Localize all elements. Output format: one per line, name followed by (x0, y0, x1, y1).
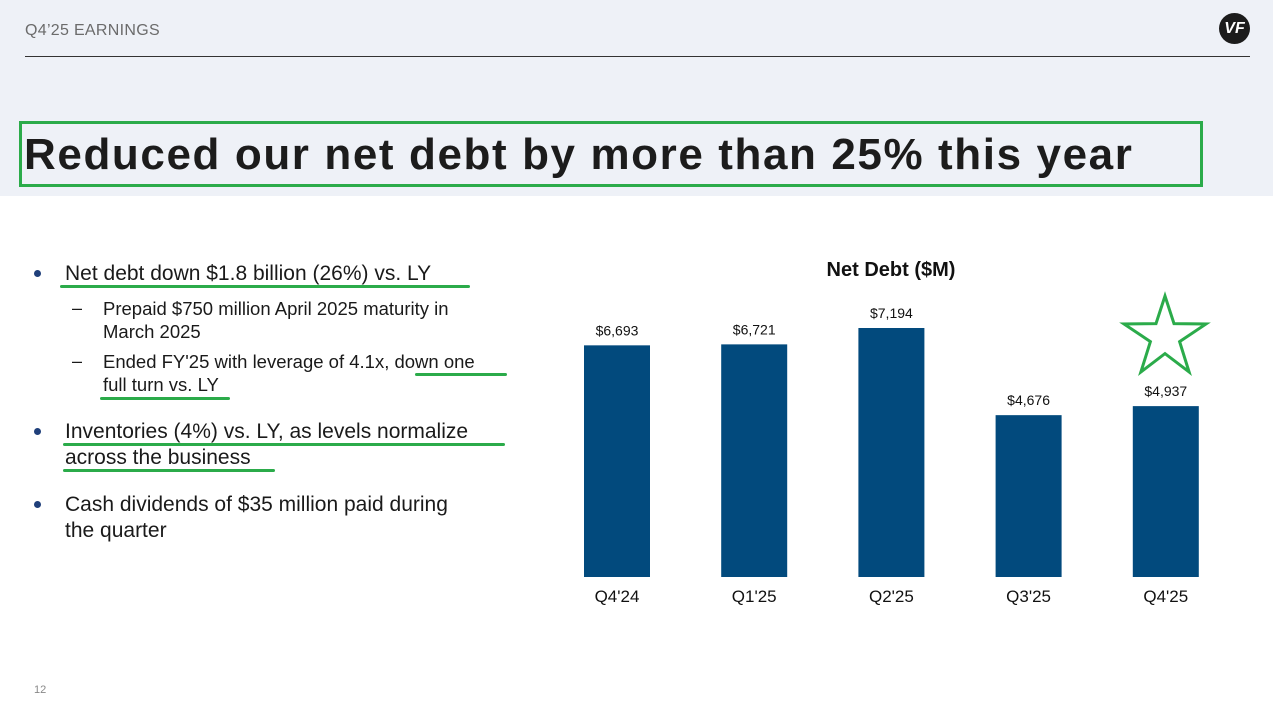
header-divider (25, 56, 1250, 57)
sub-bullet-leverage-line1: Ended FY'25 with leverage of 4.1x, down … (103, 351, 475, 372)
vf-logo: VF (1219, 13, 1250, 44)
bullet-dot (34, 428, 41, 435)
data-label: $6,721 (733, 321, 776, 337)
category-label: Q4'24 (595, 587, 640, 606)
bullet-inventories-line1: Inventories (4%) vs. LY, as levels norma… (65, 420, 469, 443)
bar-Q2'25 (858, 328, 925, 577)
sub-bullet-leverage-line2: full turn vs. LY (103, 374, 219, 395)
bullet-dividends-line2: the quarter (65, 519, 167, 542)
highlight-underline (415, 373, 507, 376)
page-number: 12 (34, 684, 47, 696)
category-label: Q2'25 (869, 587, 914, 606)
bullet-dot (34, 501, 41, 508)
highlight-underline (60, 285, 470, 288)
sub-bullet-prepaid-line2: March 2025 (103, 321, 201, 342)
sub-bullet-prepaid-line1: Prepaid $750 million April 2025 maturity… (103, 298, 449, 319)
sub-bullet-dash: – (72, 351, 83, 371)
data-label: $4,937 (1144, 383, 1187, 399)
sub-bullet-dash: – (72, 298, 83, 318)
chart-title: Net Debt ($M) (827, 259, 956, 281)
data-label: $4,676 (1007, 392, 1050, 408)
bullet-inventories-line2: across the business (65, 446, 251, 469)
title-highlight-box (19, 121, 1203, 187)
title-band (0, 0, 1273, 196)
bar-Q1'25 (721, 344, 788, 577)
bullet-net-debt: Net debt down $1.8 billion (26%) vs. LY (65, 262, 432, 285)
data-label: $7,194 (870, 305, 913, 321)
category-label: Q4'25 (1143, 587, 1188, 606)
slide-title: Reduced our net debt by more than 25% th… (24, 130, 1134, 179)
highlight-underline (100, 397, 230, 400)
header-label: Q4’25 EARNINGS (25, 22, 160, 39)
bullet-dividends-line1: Cash dividends of $35 million paid durin… (65, 493, 448, 516)
bar-Q3'25 (995, 415, 1062, 577)
highlight-underline (63, 443, 505, 446)
category-label: Q3'25 (1006, 587, 1051, 606)
data-label: $6,693 (596, 322, 639, 338)
bullet-dot (34, 270, 41, 277)
highlight-underline (63, 469, 275, 472)
star-icon (1119, 291, 1211, 377)
bar-Q4'25 (1132, 406, 1199, 577)
category-label: Q1'25 (732, 587, 777, 606)
bar-Q4'24 (584, 345, 650, 577)
